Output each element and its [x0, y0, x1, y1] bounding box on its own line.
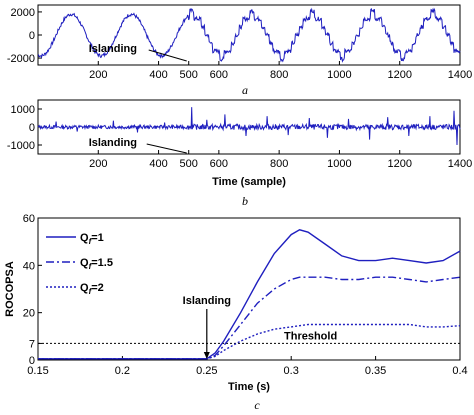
panel-c-legend-label: Qf=1.5 [80, 257, 113, 271]
panel-b-islanding-arrow [146, 143, 187, 154]
panel-c-y-tick-label: 7 [29, 338, 35, 350]
panel-c-frame [37, 217, 461, 361]
panel-c-caption: c [254, 398, 260, 412]
panel-a-x-tick-label: 1000 [327, 69, 351, 81]
panel-a-islanding-arrow [148, 49, 187, 62]
panel-c-legend-label: Qf=2 [80, 282, 104, 296]
panel-b-x-axis-label: Time (sample) [212, 176, 286, 188]
panel-a: 2000 0 -2000 200 400 500 600 800 1000 1200 1400 I… [7, 4, 472, 97]
panel-c-y-axis-label: ROCOPSA [4, 261, 16, 317]
panel-a-y-tick-label: 0 [29, 30, 35, 42]
panel-b-y-tick-label: 0 [29, 122, 35, 134]
panel-b-x-tick-label: 600 [210, 158, 228, 170]
panel-c-y-tick-label: 40 [23, 260, 35, 272]
panel-b-caption: b [242, 194, 248, 208]
panel-b-signal [37, 107, 461, 146]
panel-c-x-ticks: 0.15 0.2 0.25 0.3 0.35 0.4 [27, 356, 468, 377]
panel-a-x-tick-label: 500 [180, 69, 198, 81]
panel-c-y-ticks: 0 7 20 40 60 [23, 213, 42, 367]
panel-c-y-tick-label: 60 [23, 213, 35, 225]
panel-c-islanding-label: Islanding [183, 295, 231, 307]
panel-a-x-tick-label: 1400 [448, 69, 472, 81]
panel-b-x-tick-label: 1000 [327, 158, 351, 170]
panel-c-x-axis-label: Time (s) [228, 381, 270, 393]
panel-c-series-line [38, 276, 461, 360]
panel-b-x-tick-label: 1200 [387, 158, 411, 170]
panel-b: 1000 0 -1000 200 400 500 600 800 1000 1200 1400 I… [7, 99, 472, 208]
panel-c-x-tick-label: 0.2 [115, 365, 130, 377]
panel-a-x-ticks: 200 400 500 600 800 1000 1200 1400 [89, 61, 472, 81]
panel-b-y-tick-label: -1000 [7, 140, 35, 152]
panel-a-x-tick-label: 1200 [387, 69, 411, 81]
panel-b-islanding-label: Islanding [89, 137, 137, 149]
panel-a-signal [37, 7, 461, 63]
panel-b-y-ticks: 1000 0 -1000 [7, 104, 42, 152]
panel-b-y-tick-label: 1000 [11, 104, 35, 116]
panel-c-legend-label: Qf=1 [80, 232, 104, 246]
panel-c-threshold-label: Threshold [284, 330, 337, 342]
panel-a-y-ticks: 2000 0 -2000 [7, 7, 42, 65]
panel-b-x-tick-label: 1400 [448, 158, 472, 170]
panel-a-caption: a [242, 83, 248, 97]
panel-a-x-tick-label: 600 [210, 69, 228, 81]
panel-a-x-tick-label: 400 [149, 69, 167, 81]
panel-b-x-tick-label: 800 [270, 158, 288, 170]
panel-a-x-tick-label: 200 [89, 69, 107, 81]
panel-c-x-tick-label: 0.35 [365, 365, 386, 377]
panel-c-x-tick-label: 0.3 [284, 365, 299, 377]
panel-c-x-tick-label: 0.25 [196, 365, 217, 377]
panel-b-x-tick-label: 200 [89, 158, 107, 170]
panel-c-y-tick-label: 20 [23, 308, 35, 320]
panel-b-x-ticks: 200 400 500 600 800 1000 1200 1400 [89, 150, 472, 170]
panel-a-y-tick-label: 2000 [11, 7, 35, 19]
panel-c-legend: Qf=1 Qf=1.5 Qf=2 [46, 232, 113, 296]
panel-c-series [38, 229, 461, 360]
panel-c-islanding-arrowhead [203, 352, 210, 359]
panel-c-x-tick-label: 0.15 [27, 365, 48, 377]
panel-c-y-tick-label: 0 [29, 355, 35, 367]
panel-a-x-tick-label: 800 [270, 69, 288, 81]
panel-b-x-tick-label: 500 [180, 158, 198, 170]
panel-b-x-tick-label: 400 [149, 158, 167, 170]
panel-c-x-tick-label: 0.4 [452, 365, 467, 377]
panel-c-series-line [38, 229, 461, 360]
panel-c-series-line [38, 323, 461, 360]
panel-a-y-tick-label: -2000 [7, 53, 35, 65]
panel-c: 0 7 20 40 60 0.15 0.2 0.25 0.3 0.35 0.4 Threshold… [4, 213, 468, 412]
panel-a-islanding-label: Islanding [89, 43, 137, 55]
